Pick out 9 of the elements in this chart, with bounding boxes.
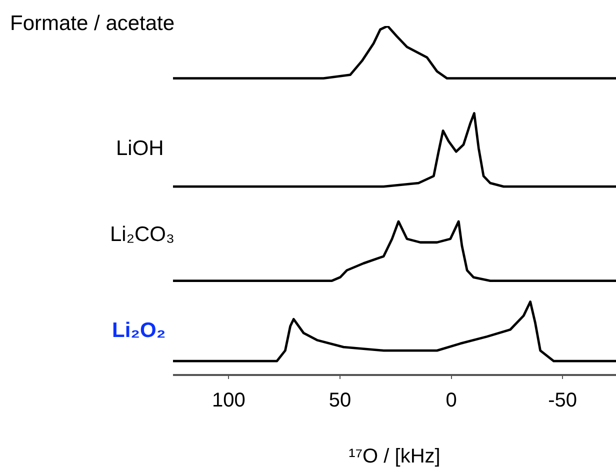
x-tick-label: 50 bbox=[328, 390, 352, 412]
x-tick-label: 0 bbox=[446, 390, 457, 412]
series-label: LiOH bbox=[116, 137, 164, 161]
x-axis-title: ¹⁷O / [kHz] bbox=[348, 446, 440, 468]
x-tick-label: 100 bbox=[212, 390, 246, 412]
series-label: Li₂O₂ bbox=[112, 319, 166, 343]
text: Formate / acetate bbox=[10, 12, 175, 36]
series-label: Li₂CO₃ bbox=[110, 223, 175, 247]
x-tick-label: -50 bbox=[548, 390, 578, 412]
